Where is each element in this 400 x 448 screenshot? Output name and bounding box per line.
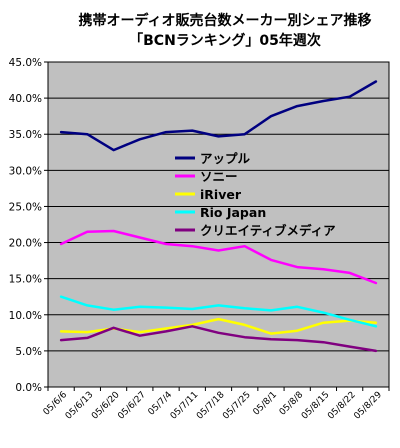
legend-label: ソニー [200,169,238,184]
x-tick-label: 05/6/13 [64,390,96,422]
y-axis: 0.0% 5.0% 10.0% 15.0% 20.0% 25.0% 30.0% 35.0% 40… [9,57,48,394]
series-line [59,325,378,353]
y-tick-label: 10.0% [9,310,42,322]
y-tick-label: 20.0% [9,238,42,250]
x-tick-label: 05/8/1 [252,390,280,418]
x-tick-label: 05/7/18 [195,390,227,422]
series-line [59,80,378,152]
legend-label: クリエイティブメディア [200,223,336,238]
x-tick-label: 05/7/11 [169,390,201,422]
y-tick-label: 5.0% [15,346,42,358]
chart-title-line-2: 「BCNランキング」05年週次 [129,32,321,49]
legend-label: iRiver [200,187,242,202]
x-tick-label: 05/8/15 [300,390,332,422]
y-tick-label: 15.0% [9,274,42,286]
plot-frame [47,61,390,388]
y-tick-label: 45.0% [9,57,42,69]
y-tick-label: 40.0% [9,93,42,105]
x-tick-label: 05/6/27 [116,390,148,422]
chart-title-line-1: 携帯オーディオ販売台数メーカー別シェア推移 [78,12,371,29]
y-tick-label: 0.0% [15,382,42,394]
x-tick-label: 05/6/20 [90,390,122,422]
x-axis: 05/6/605/6/1305/6/2005/6/2705/7/405/7/11… [42,387,390,422]
legend-label: Rio Japan [200,205,266,220]
x-tick-label: 05/8/22 [326,390,358,422]
y-tick-label: 25.0% [9,201,42,213]
x-tick-label: 05/8/29 [352,390,384,422]
series-line [59,295,378,328]
y-tick-label: 35.0% [9,129,42,141]
series-line [59,229,378,285]
legend-label: アップル [200,151,251,166]
x-tick-label: 05/7/25 [221,390,253,422]
y-tick-label: 30.0% [9,165,42,177]
series-lines [59,80,378,353]
